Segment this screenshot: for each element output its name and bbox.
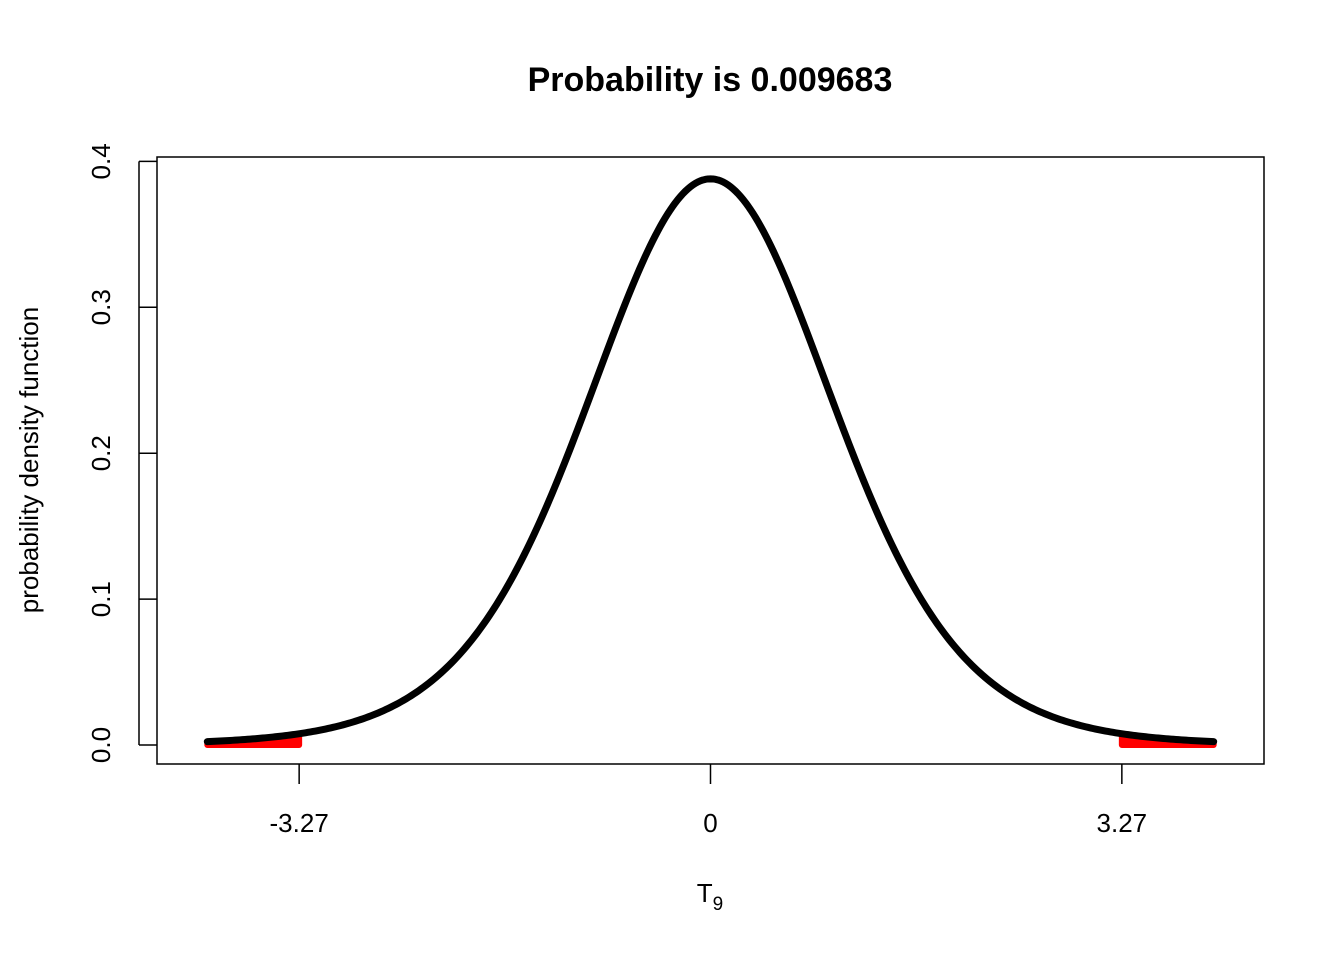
y-axis-label: probability density function [14, 307, 44, 613]
y-tick-label: 0.3 [86, 289, 116, 325]
density-curve [203, 175, 1218, 746]
y-tick-label: 0.2 [86, 435, 116, 471]
y-tick-label: 0.4 [86, 143, 116, 179]
x-axis-label: T9 [697, 878, 723, 915]
y-tick-label: 0.0 [86, 727, 116, 763]
x-axis-label-main: T [697, 878, 713, 908]
x-tick-label: 0 [703, 808, 717, 838]
x-tick-label: 3.27 [1097, 808, 1148, 838]
plot-frame [156, 156, 1265, 765]
x-axis: -3.27 0 3.27 [270, 764, 1148, 838]
y-axis: 0.0 0.1 0.2 0.3 0.4 [86, 143, 157, 763]
x-axis-label-subscript: 9 [713, 894, 724, 915]
chart-title: Probability is 0.009683 [528, 61, 893, 99]
y-tick-label: 0.1 [86, 581, 116, 617]
shaded-tails [204, 730, 1217, 749]
x-tick-label: -3.27 [270, 808, 329, 838]
